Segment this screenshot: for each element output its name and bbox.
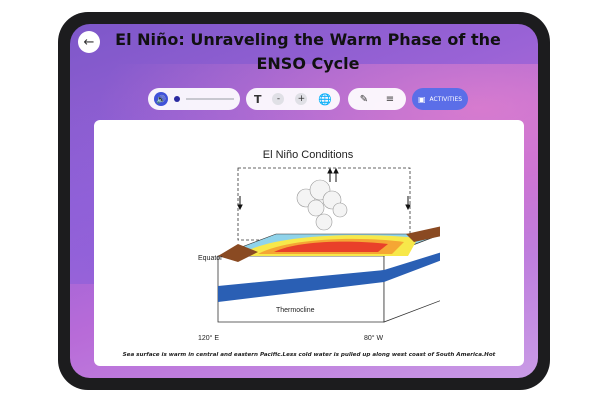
text-size-icon[interactable]: T bbox=[254, 92, 262, 106]
audio-progress-track[interactable] bbox=[186, 98, 234, 100]
app-screen: ← El Niño: Unraveling the Warm Phase of … bbox=[70, 24, 538, 378]
ocean-side bbox=[383, 234, 440, 323]
east-land bbox=[406, 226, 440, 242]
west-longitude-label: 120° E bbox=[198, 334, 219, 342]
audio-progress-handle[interactable] bbox=[174, 96, 180, 102]
west-land bbox=[218, 244, 258, 262]
activities-label: ACTIVITIES bbox=[429, 95, 463, 103]
speaker-icon[interactable]: 🔊 bbox=[154, 92, 168, 106]
page-title: El Niño: Unraveling the Warm Phase of th… bbox=[115, 30, 501, 73]
equator-label: Equator bbox=[198, 255, 223, 262]
highlighter-icon[interactable]: ✎ bbox=[359, 93, 369, 105]
annotation-tools: ✎ ≡ bbox=[348, 88, 406, 110]
increase-text-button[interactable]: + bbox=[295, 93, 308, 105]
decrease-text-button[interactable]: - bbox=[272, 93, 285, 105]
diagram-caption: Sea surface is warm in central and easte… bbox=[122, 352, 496, 358]
thermocline-layer bbox=[218, 252, 440, 302]
globe-icon[interactable]: 🌐 bbox=[318, 92, 332, 106]
el-nino-diagram: El Niño Conditions bbox=[198, 149, 440, 342]
circulation-arrows bbox=[237, 167, 411, 211]
activities-button[interactable]: ▣ ACTIVITIES bbox=[412, 88, 468, 110]
back-button[interactable]: ← bbox=[78, 31, 100, 53]
monitor-icon: ▣ bbox=[417, 94, 426, 104]
content-card: El Niño Conditions bbox=[94, 120, 524, 366]
east-longitude-label: 80° W bbox=[364, 334, 384, 342]
warmest-layer bbox=[274, 241, 388, 252]
thermocline-label: Thermocline bbox=[276, 307, 315, 314]
text-size-controls: T - + 🌐 bbox=[246, 88, 340, 110]
cloud-icon bbox=[296, 179, 348, 231]
audio-player[interactable]: 🔊 bbox=[148, 88, 240, 110]
arrow-left-icon: ← bbox=[83, 34, 95, 50]
list-icon[interactable]: ≡ bbox=[385, 93, 395, 105]
diagram-title: El Niño Conditions bbox=[263, 149, 354, 161]
